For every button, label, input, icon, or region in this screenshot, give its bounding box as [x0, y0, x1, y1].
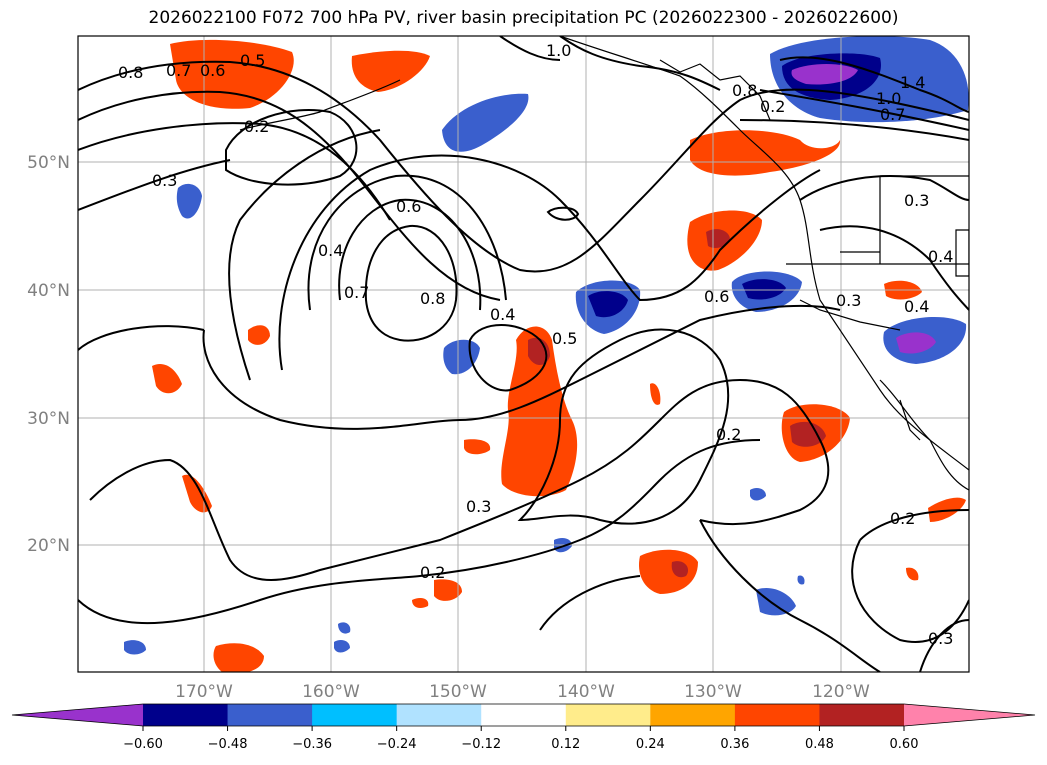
contour-label: 0.5	[240, 51, 265, 70]
lat-label: 20°N	[27, 536, 70, 556]
lon-label: 170°W	[175, 682, 233, 702]
precip-area	[464, 439, 491, 455]
contour-label: 1.0	[876, 89, 901, 108]
colorbar-segment	[734, 704, 820, 726]
contour-label: 0.8	[420, 289, 445, 308]
colorbar-tick-label: 0.36	[720, 737, 749, 752]
contour-label: 0.2	[244, 117, 269, 136]
contour-label: 0.5	[552, 329, 577, 348]
lon-label: 160°W	[302, 682, 360, 702]
precip-area	[412, 598, 429, 608]
contour-labels: 1.0 0.8 0.7 0.6 0.5 0.2 0.3 0.4 0.7 0.8 …	[118, 41, 953, 648]
precip-area	[750, 488, 766, 501]
precip-shading	[124, 36, 969, 672]
precip-area	[588, 291, 628, 318]
precip-area	[501, 326, 578, 497]
pv-contours	[78, 36, 969, 672]
lat-label: 40°N	[27, 281, 70, 301]
colorbar-segment	[227, 704, 313, 726]
colorbar-segment	[819, 704, 905, 726]
contour-label: 0.2	[716, 425, 741, 444]
precip-area	[790, 421, 826, 447]
precip-area	[434, 579, 462, 601]
precip-area	[650, 383, 661, 405]
lon-label: 130°W	[684, 682, 742, 702]
lon-label: 150°W	[429, 682, 487, 702]
precip-area	[896, 332, 936, 354]
precip-area	[742, 279, 786, 300]
contour-label: 0.2	[420, 563, 445, 582]
contour-label: 1.0	[546, 41, 571, 60]
contour-label: 0.8	[118, 63, 143, 82]
colorbar-tick-label: −0.60	[123, 737, 163, 752]
map-title: 2026022100 F072 700 hPa PV, river basin …	[148, 8, 899, 28]
lat-label: 50°N	[27, 153, 70, 173]
precip-area	[797, 575, 805, 585]
precip-area	[671, 561, 689, 578]
colorbar-segment	[396, 704, 482, 726]
colorbar-tick-label: 0.24	[636, 737, 665, 752]
colorbar-tick-label: −0.36	[292, 737, 332, 752]
contour-label: 0.3	[836, 291, 861, 310]
contour-label: 0.4	[904, 297, 929, 316]
colorbar-segment	[312, 704, 398, 726]
precip-area	[756, 587, 796, 616]
longitude-labels: 170°W 160°W 150°W 140°W 130°W 120°W	[175, 682, 870, 702]
contour-label: 0.8	[732, 81, 757, 100]
colorbar-tick-label: −0.12	[461, 737, 501, 752]
precip-area	[442, 93, 529, 152]
lon-label: 140°W	[557, 682, 615, 702]
colorbar-segment	[143, 704, 229, 726]
contour-label: 0.6	[704, 287, 729, 306]
contour-label: 0.6	[200, 61, 225, 80]
precip-area	[213, 643, 264, 672]
map-frame	[77, 35, 970, 673]
precip-area	[906, 567, 919, 581]
colorbar-tick-label: −0.24	[377, 737, 417, 752]
colorbar-extend-high	[904, 704, 1035, 726]
coastlines	[239, 36, 969, 491]
contour-label: 0.4	[318, 241, 343, 260]
contour-label: 0.7	[344, 283, 369, 302]
contour-label: 0.3	[152, 171, 177, 190]
contour-label: 0.2	[890, 509, 915, 528]
precip-area	[706, 229, 730, 248]
precip-area	[152, 364, 182, 394]
colorbar-segment	[565, 704, 651, 726]
contour-label: 0.3	[466, 497, 491, 516]
lat-label: 30°N	[27, 409, 70, 429]
contour-label: 0.4	[928, 247, 953, 266]
contour-label: 0.3	[928, 629, 953, 648]
contour-label: 0.7	[166, 61, 191, 80]
precip-area	[248, 325, 270, 345]
colorbar-segment	[481, 704, 567, 726]
contour-label: 0.6	[396, 197, 421, 216]
precip-area	[528, 337, 550, 365]
precip-area	[176, 183, 202, 219]
colorbar-extend-low	[12, 704, 143, 726]
precip-area	[351, 50, 430, 92]
precip-area	[124, 640, 146, 655]
precip-area	[334, 640, 350, 653]
colorbar-segment	[650, 704, 736, 726]
colorbar-tick-label: −0.48	[208, 737, 248, 752]
colorbar-tick-label: 0.48	[805, 737, 834, 752]
colorbar-tick-label: 0.12	[551, 737, 580, 752]
contour-label: 0.7	[880, 105, 905, 124]
colorbar-tick-label: 0.60	[890, 737, 919, 752]
colorbar: −0.60 −0.48 −0.36 −0.24 −0.12 0.12 0.24 0.36 0.4…	[11, 703, 1036, 752]
contour-label: 1.4	[900, 73, 925, 92]
contour-label: 0.2	[760, 97, 785, 116]
precip-area	[338, 622, 351, 634]
latitude-labels: 50°N 40°N 30°N 20°N	[27, 153, 70, 556]
precip-area	[443, 339, 480, 375]
precip-area	[638, 549, 698, 594]
contour-label: 0.4	[490, 305, 515, 324]
lon-label: 120°W	[812, 682, 870, 702]
contour-label: 0.3	[904, 191, 929, 210]
